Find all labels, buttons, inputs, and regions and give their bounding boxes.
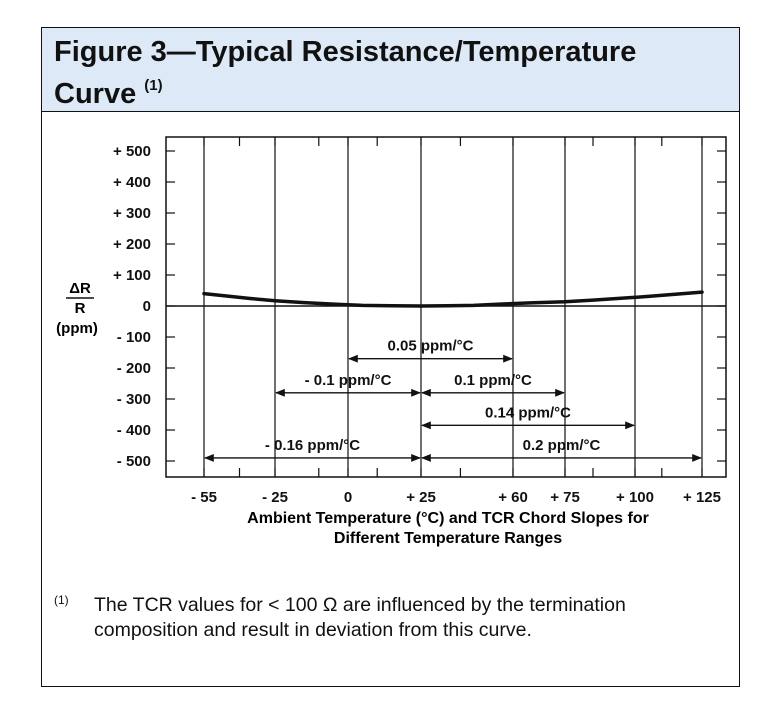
x-tick-label: + 100 xyxy=(616,489,654,506)
y-tick-label: - 400 xyxy=(117,422,151,439)
curve-layer xyxy=(202,290,704,308)
x-tick-label: 0 xyxy=(344,489,352,506)
resistance-curve xyxy=(202,290,704,308)
axis-labels: ΔR R (ppm) Ambient Temperature (°C) and … xyxy=(56,143,721,547)
vertical-gridlines xyxy=(203,137,703,477)
y-tick-label: + 100 xyxy=(113,267,151,284)
y-tick-label: + 200 xyxy=(113,236,151,253)
chord-slope-label: 0.14 ppm/°C xyxy=(485,404,571,421)
x-axis-label-line-2: Different Temperature Ranges xyxy=(334,530,562,547)
y-tick-label: - 200 xyxy=(117,360,151,377)
x-tick-label: - 25 xyxy=(262,489,288,506)
x-tick-label: - 55 xyxy=(191,489,217,506)
y-axis-label-delta-r: ΔR xyxy=(69,280,91,297)
x-tick-label: + 25 xyxy=(406,489,436,506)
figure-title: Figure 3—Typical Resistance/Temperature … xyxy=(54,36,724,111)
axis-ticks xyxy=(166,137,726,477)
chord-slope-label: 0.05 ppm/°C xyxy=(387,338,473,355)
y-tick-label: 0 xyxy=(143,298,151,315)
x-tick-label: + 75 xyxy=(550,489,580,506)
y-tick-label: - 500 xyxy=(117,453,151,470)
y-tick-label: - 100 xyxy=(117,329,151,346)
y-tick-label: + 300 xyxy=(113,205,151,222)
footnote-marker: (1) xyxy=(54,593,69,607)
plot-area-border xyxy=(165,136,727,478)
figure-header: Figure 3—Typical Resistance/Temperature … xyxy=(42,28,739,112)
x-axis-label-line-1: Ambient Temperature (°C) and TCR Chord S… xyxy=(247,510,649,527)
y-tick-label: - 300 xyxy=(117,391,151,408)
slope-annotations: 0.05 ppm/°C - 0.1 ppm/°C 0.1 ppm/°C 0.14 pp… xyxy=(204,338,702,462)
y-axis-label-unit: (ppm) xyxy=(56,320,98,337)
figure-title-note: (1) xyxy=(144,77,163,94)
chord-slope-label: 0.1 ppm/°C xyxy=(454,372,532,389)
chord-slope-label: - 0.1 ppm/°C xyxy=(305,372,392,389)
y-axis-label-r: R xyxy=(75,300,86,317)
y-tick-label: + 400 xyxy=(113,174,151,191)
chord-slope-label: - 0.16 ppm/°C xyxy=(265,437,360,454)
figure-title-text: Figure 3—Typical Resistance/Temperature … xyxy=(54,36,637,110)
x-tick-label: + 60 xyxy=(498,489,528,506)
chord-slope-label: 0.2 ppm/°C xyxy=(523,437,601,454)
y-tick-label: + 500 xyxy=(113,143,151,160)
x-tick-label: + 125 xyxy=(683,489,721,506)
footnote-text: The TCR values for < 100 Ω are influence… xyxy=(94,594,626,641)
